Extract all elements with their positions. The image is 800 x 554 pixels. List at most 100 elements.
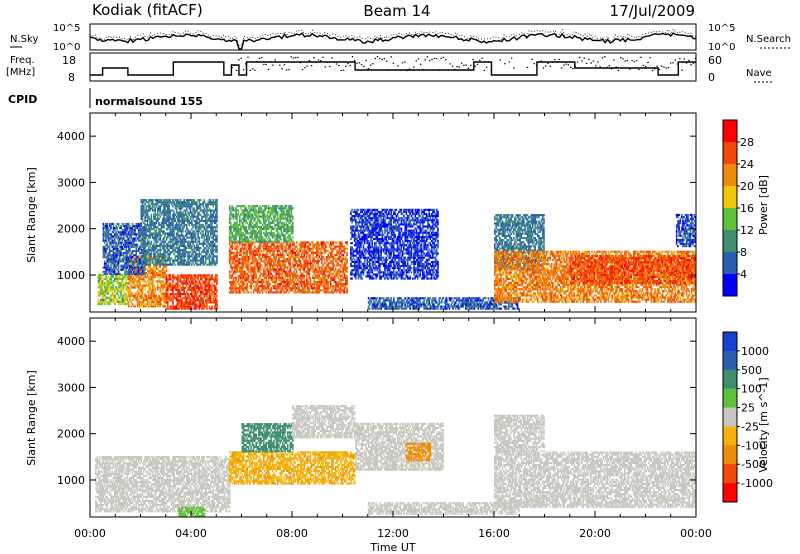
heatmap-cell [331, 260, 333, 263]
heatmap-cell [103, 303, 106, 306]
heatmap-cell [307, 247, 309, 250]
heatmap-cell [107, 252, 110, 255]
heatmap-cell [158, 286, 160, 289]
heatmap-cell [197, 282, 199, 285]
heatmap-cell [139, 278, 141, 281]
heatmap-cell [154, 211, 156, 214]
heatmap-cell [298, 291, 300, 294]
heatmap-cell [310, 266, 313, 269]
heatmap-cell [121, 294, 124, 297]
heatmap-cell [196, 290, 198, 293]
heatmap-cell [163, 199, 165, 202]
heatmap-cell [196, 259, 198, 262]
heatmap-cell [151, 209, 154, 212]
heatmap-cell [175, 240, 178, 243]
heatmap-cell [158, 255, 160, 258]
heatmap-cell [324, 247, 327, 250]
heatmap-cell [182, 230, 184, 233]
heatmap-cell [153, 244, 155, 247]
heatmap-cell [264, 264, 266, 267]
heatmap-cell [230, 251, 232, 254]
heatmap-cell [167, 303, 169, 306]
heatmap-cell [180, 240, 183, 243]
heatmap-cell [139, 229, 141, 232]
nave-dot [633, 61, 635, 63]
heatmap-cell [197, 259, 199, 262]
heatmap-cell [326, 249, 328, 252]
heatmap-cell [196, 284, 198, 287]
heatmap-cell [178, 205, 180, 208]
heatmap-cell [117, 243, 120, 246]
heatmap-cell [167, 288, 169, 291]
nave-dot [451, 65, 454, 67]
heatmap-cell [150, 294, 153, 297]
heatmap-cell [165, 280, 168, 283]
heatmap-cell [265, 256, 268, 259]
heatmap-cell [175, 305, 178, 308]
heatmap-cell [292, 287, 294, 290]
heatmap-cell [289, 274, 292, 277]
heatmap-cell [148, 247, 150, 250]
heatmap-cell [124, 264, 126, 267]
heatmap-cell [138, 301, 140, 304]
heatmap-cell [153, 274, 155, 277]
heatmap-cell [155, 267, 158, 270]
heatmap-cell [302, 287, 304, 290]
heatmap-cell [151, 284, 154, 287]
heatmap-cell [188, 280, 191, 283]
heatmap-cell [216, 303, 218, 306]
heatmap-cell [178, 224, 180, 227]
heatmap-cell [194, 282, 197, 285]
heatmap-cell [343, 276, 346, 279]
heatmap-cell [233, 258, 236, 261]
heatmap-cell [110, 280, 112, 283]
heatmap-cell [168, 199, 170, 202]
heatmap-cell [150, 232, 153, 235]
heatmap-cell [299, 262, 302, 265]
heatmap-cell [132, 231, 135, 234]
heatmap-cell [268, 249, 270, 252]
heatmap-cell [280, 283, 283, 286]
heatmap-cell [189, 207, 192, 210]
heatmap-cell [151, 224, 154, 227]
heatmap-cell [289, 241, 292, 244]
heatmap-cell [268, 283, 270, 286]
heatmap-cell [327, 281, 329, 284]
heatmap-cell [121, 286, 124, 289]
heatmap-cell [138, 268, 140, 271]
heatmap-cell [158, 274, 160, 277]
heatmap-cell [163, 201, 165, 204]
heatmap-cell [124, 303, 126, 306]
heatmap-cell [120, 245, 122, 248]
heatmap-cell [170, 203, 173, 206]
heatmap-cell [329, 262, 332, 265]
nave-dot [331, 57, 333, 59]
heatmap-cell [131, 243, 134, 246]
heatmap-cell [261, 256, 264, 259]
heatmap-cell [317, 243, 319, 246]
heatmap-cell [160, 205, 163, 208]
heatmap-cell [242, 274, 245, 277]
heatmap-cell [168, 219, 170, 222]
heatmap-cell [191, 232, 193, 235]
heatmap-cell [239, 266, 241, 269]
heatmap-cell [131, 282, 134, 285]
heatmap-cell [174, 293, 177, 296]
heatmap-cell [185, 290, 188, 293]
heatmap-cell [162, 276, 164, 279]
heatmap-cell [270, 289, 273, 292]
heatmap-cell [115, 292, 117, 295]
heatmap-cell [121, 260, 124, 263]
heatmap-cell [273, 256, 275, 259]
nave-dot [665, 67, 667, 69]
heatmap-cell [346, 258, 348, 261]
heatmap-cell [177, 293, 179, 296]
heatmap-cell [112, 296, 115, 299]
heatmap-cell [240, 241, 242, 244]
heatmap-cell [106, 225, 108, 228]
heatmap-cell [199, 205, 202, 208]
heatmap-cell [119, 278, 121, 281]
heatmap-cell [298, 264, 300, 267]
heatmap-cell [257, 266, 260, 269]
nave-dot [304, 67, 306, 69]
